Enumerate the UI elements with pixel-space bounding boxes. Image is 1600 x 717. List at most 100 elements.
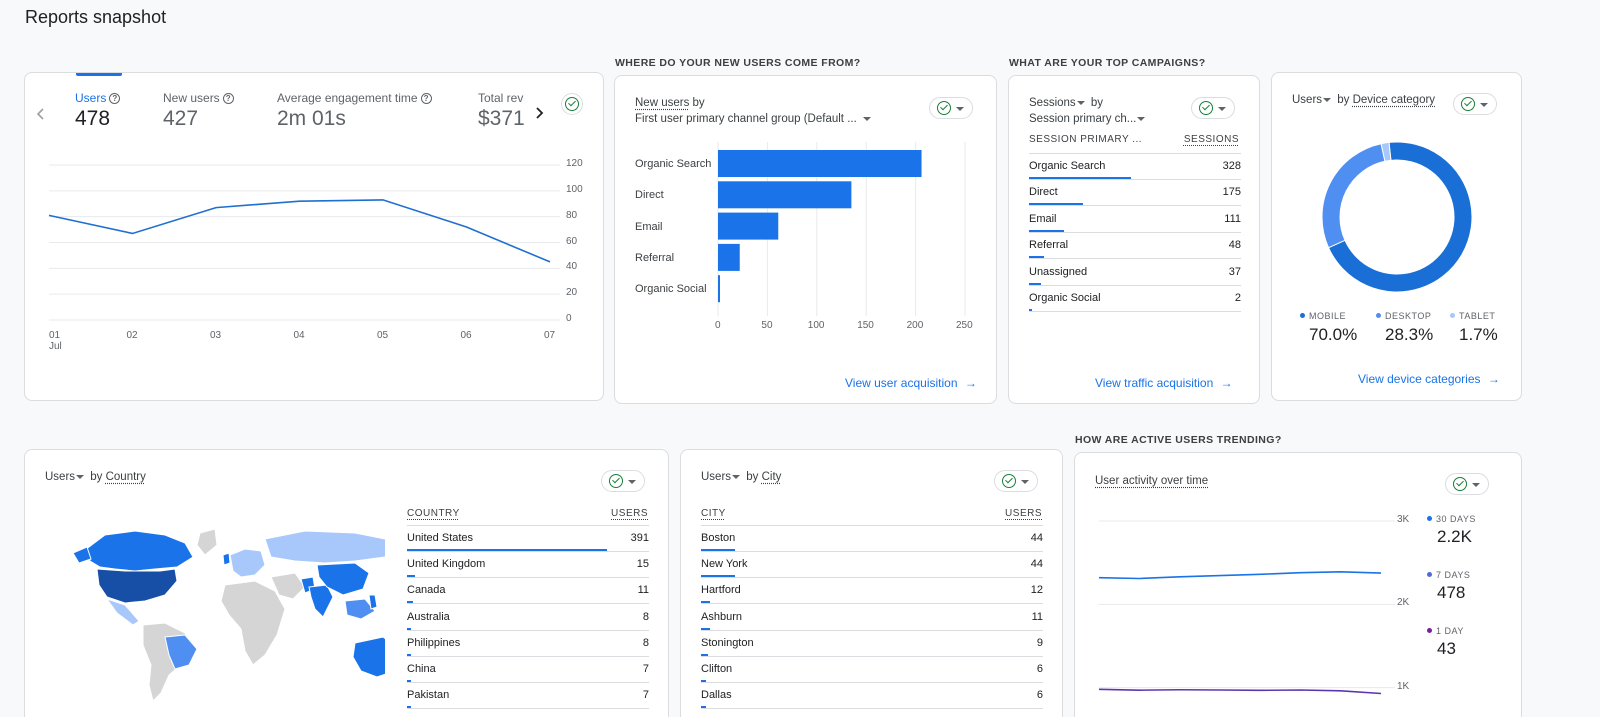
table-row[interactable]: Australia 8 [407,605,649,631]
by-label: by [746,471,758,483]
row-bar [407,575,415,577]
table-row[interactable]: Philippines 8 [407,631,649,657]
table-row[interactable]: Dallas 6 [701,683,1043,709]
y-tick-label: 0 [566,313,572,324]
row-value: 12 [1031,584,1043,596]
legend-value: 478 [1437,583,1465,603]
dimension-selector[interactable]: Session primary ch... [1029,113,1148,125]
row-bar [1029,309,1032,311]
activity-section-title: HOW ARE ACTIVE USERS TRENDING? [1075,434,1282,446]
data-quality-check-button[interactable] [601,470,645,492]
row-bar [701,601,710,603]
legend-label: 7 DAYS [1427,570,1470,580]
y-tick-label: 80 [566,210,577,221]
map-africa [221,581,285,665]
campaigns-card: Sessions by Session primary ch... SESSIO… [1008,75,1260,404]
table-row[interactable]: Organic Search 328 [1029,154,1241,180]
chart-title[interactable]: Users by Country [45,471,146,483]
legend-label: DESKTOP [1376,311,1431,321]
table-row[interactable]: United Kingdom 15 [407,552,649,578]
row-label: Organic Social [1029,292,1101,304]
link-label: View traffic acquisition [1095,376,1213,390]
dimension-selector[interactable]: Country [106,471,146,483]
row-bar [701,654,708,656]
metric-selector[interactable]: Sessions [1029,97,1076,109]
column-header-metric[interactable]: USERS [1005,508,1042,519]
chart-title[interactable]: Sessions by [1029,97,1103,109]
column-header-dimension[interactable]: SESSION PRIMARY ... [1029,134,1142,145]
map-mexico [107,599,139,625]
table-row[interactable]: Organic Social 2 [1029,286,1241,312]
city-card: Users by City CITY USERS Boston 44 New Yor… [680,449,1063,717]
row-value: 7 [643,689,649,701]
metric-selector[interactable]: Users [45,471,75,483]
table-row[interactable]: Pakistan 7 [407,683,649,709]
row-value: 44 [1031,558,1043,570]
table-row[interactable]: Canada 11 [407,578,649,604]
table-row[interactable]: Stonington 9 [701,631,1043,657]
legend-dot-icon [1427,572,1432,577]
x-tick-label: 06 [461,330,472,341]
view-device-categories-link[interactable]: View device categories → [1358,372,1500,386]
row-value: 6 [1037,689,1043,701]
table-row[interactable]: New York 44 [701,552,1043,578]
x-tick-label: 0 [715,320,721,331]
y-tick-label: 1K [1397,681,1409,692]
metric-selector[interactable]: Users [701,471,731,483]
row-value: 391 [631,532,649,544]
bar-category-label: Referral [635,252,674,264]
row-label: Hartford [701,584,741,596]
row-value: 7 [643,663,649,675]
row-value: 37 [1229,266,1241,278]
column-header-dimension[interactable]: COUNTRY [407,508,460,519]
y-tick-label: 40 [566,261,577,272]
table-row[interactable]: United States 391 [407,526,649,552]
table-row[interactable]: Unassigned 37 [1029,260,1241,286]
chart-title[interactable]: Users by City [701,471,781,483]
x-tick-label: 02 [127,330,138,341]
legend-dot-icon [1300,313,1305,318]
acquisition-bar-chart [615,76,998,405]
x-tick-label: 150 [857,320,874,331]
column-header-metric[interactable]: SESSIONS [1184,134,1239,145]
row-bar [1029,177,1131,179]
world-map [65,525,385,705]
column-header-dimension[interactable]: CITY [701,508,726,519]
data-quality-check-button[interactable] [1191,97,1235,119]
map-russia [265,531,385,563]
dropdown-icon [1077,101,1085,105]
overview-card: Users? 478 New users? 427 Average engage… [24,72,604,401]
table-row[interactable]: Hartford 12 [701,578,1043,604]
x-tick-label: 03 [210,330,221,341]
row-label: Stonington [701,637,754,649]
table-row[interactable]: Direct 175 [1029,180,1241,206]
row-label: Pakistan [407,689,449,701]
row-bar [407,549,607,551]
data-quality-check-button[interactable] [994,470,1038,492]
table-row[interactable]: China 7 [407,657,649,683]
row-label: Unassigned [1029,266,1087,278]
row-label: Clifton [701,663,732,675]
x-tick-label: 50 [761,320,772,331]
table-row[interactable]: Email 111 [1029,207,1241,233]
legend-value: 2.2K [1437,527,1472,547]
table-row[interactable]: Ashburn 11 [701,605,1043,631]
row-bar [1029,256,1044,258]
dropdown-icon [76,475,84,479]
acquisition-card: New users by First user primary channel … [614,75,997,404]
row-bar [407,654,411,656]
table-row[interactable]: Clifton 6 [701,657,1043,683]
dimension-selector[interactable]: City [762,471,782,483]
table-row[interactable]: Referral 48 [1029,233,1241,259]
view-user-acquisition-link[interactable]: View user acquisition → [845,376,977,390]
column-header-metric[interactable]: USERS [611,508,648,519]
view-traffic-acquisition-link[interactable]: View traffic acquisition → [1095,376,1233,390]
y-tick-label: 3K [1397,514,1409,525]
table-row[interactable]: Boston 44 [701,526,1043,552]
legend-text: MOBILE [1309,311,1346,321]
row-bar [701,575,735,577]
row-label: Boston [701,532,735,544]
row-bar [407,601,413,603]
legend-label: 30 DAYS [1427,514,1476,524]
row-label: Organic Search [1029,160,1105,172]
